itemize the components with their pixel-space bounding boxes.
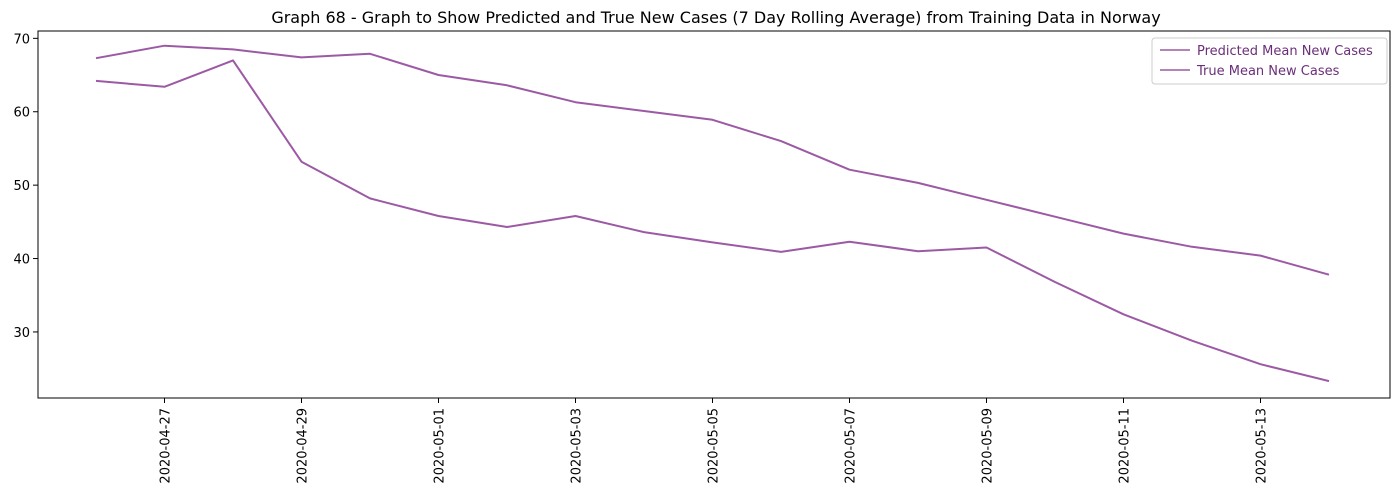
x-tick-label-2020-05-05: 2020-05-05 xyxy=(707,408,722,484)
y-tick-label-50: 50 xyxy=(13,179,30,194)
y-tick-label-40: 40 xyxy=(13,253,30,268)
plot-frame xyxy=(37,30,1391,399)
legend-box xyxy=(1151,37,1388,85)
legend: Predicted Mean New Cases True Mean New C… xyxy=(1151,37,1388,85)
y-tick-label-60: 60 xyxy=(13,106,30,121)
x-tick-label-2020-05-01: 2020-05-01 xyxy=(433,408,448,484)
x-tick-label-2020-04-29: 2020-04-29 xyxy=(296,408,311,484)
y-tick-label-70: 70 xyxy=(13,32,30,47)
series-layer xyxy=(95,44,1330,383)
series-line-true-mean-new-cases xyxy=(95,59,1330,383)
x-tick-label-2020-05-07: 2020-05-07 xyxy=(844,408,859,484)
legend-label-predicted: Predicted Mean New Cases xyxy=(1197,44,1373,59)
x-tick-label-2020-05-11: 2020-05-11 xyxy=(1118,408,1133,484)
axes: 30 40 50 60 70 2020-04-27 2020-04-29 2020-05-01… xyxy=(13,30,1391,484)
x-tick-label-2020-05-13: 2020-05-13 xyxy=(1255,408,1270,484)
legend-label-true: True Mean New Cases xyxy=(1196,64,1340,79)
series-line-predicted-mean-new-cases xyxy=(95,44,1330,276)
x-tick-label-2020-05-03: 2020-05-03 xyxy=(570,408,585,484)
chart-title: Graph 68 - Graph to Show Predicted and T… xyxy=(271,8,1160,27)
x-tick-label-2020-05-09: 2020-05-09 xyxy=(981,408,996,484)
x-tick-label-2020-04-27: 2020-04-27 xyxy=(159,408,174,484)
y-tick-label-30: 30 xyxy=(13,326,30,341)
